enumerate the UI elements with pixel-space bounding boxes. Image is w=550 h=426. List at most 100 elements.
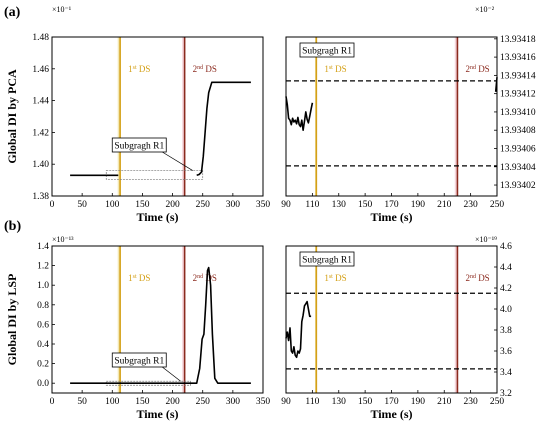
y-tick-label: 1.40 (32, 160, 49, 170)
y-tick-label: 4.0 (500, 305, 512, 315)
x-tick-label: 110 (305, 200, 319, 210)
ds-label-1: 1st DS (324, 64, 346, 74)
ds-band-1 (117, 246, 121, 393)
x-tick-label: 130 (332, 200, 347, 210)
ds-label-1: 1st DS (128, 273, 150, 283)
x-axis-label: Time (s) (370, 210, 412, 224)
x-tick-label: 100 (105, 200, 120, 210)
x-tick-label: 300 (226, 200, 241, 210)
x-tick-label: 150 (135, 397, 150, 407)
x-tick-label: 90 (281, 397, 291, 407)
ds-label-2: 2nd DS (465, 273, 489, 283)
x-tick-label: 300 (226, 397, 241, 407)
subgraph-label: Subgragh R1 (114, 142, 164, 152)
chart-b-right: 1st DS 2nd DS Subgragh R1 90 110 130 150 170 190… (281, 242, 512, 421)
x-tick-label: 250 (196, 200, 211, 210)
subgraph-label-box (299, 42, 355, 58)
x-tick-label: 250 (490, 200, 505, 210)
x-tick-label: 50 (77, 397, 87, 407)
x-tick-label: 0 (50, 397, 55, 407)
subgraph-arrow (162, 366, 181, 382)
x-tick-label: 200 (165, 397, 180, 407)
y-axis-label: Global DI by LSP (5, 274, 19, 366)
y-tick-label: 1.38 (32, 192, 49, 202)
x-tick-label: 350 (256, 397, 271, 407)
series-line-1 (285, 300, 312, 359)
x-axis-label: Time (s) (136, 210, 178, 224)
x-tick-label: 150 (358, 397, 373, 407)
y-tick-label: 0.2 (37, 360, 49, 370)
ds-band-2 (182, 246, 185, 393)
y-tick-label: 13.93402 (500, 181, 536, 191)
ds-label-2: 2nd DS (465, 64, 489, 74)
x-tick-label: 90 (281, 200, 291, 210)
subgraph-region (105, 170, 204, 180)
y-tick-label: 1.46 (32, 65, 49, 75)
y-tick-label: 13.93404 (500, 163, 536, 173)
subgraph-label-box (111, 137, 167, 153)
exponent-a-right: ×10⁻² (475, 5, 495, 14)
y-tick-label: 1.4 (37, 242, 49, 252)
x-tick-label: 150 (358, 200, 373, 210)
y-tick-label: 3.6 (500, 347, 512, 357)
y-tick-label: 0.0 (37, 379, 49, 389)
y-tick-label: 3.8 (500, 326, 512, 336)
ds-label-2: 2nd DS (193, 273, 217, 283)
subgraph-label-box (299, 251, 355, 267)
exponent-b-right: ×10⁻¹⁹ (475, 235, 497, 244)
exponent-b-left: ×10⁻¹³ (52, 235, 74, 244)
subgraph-label-box (111, 352, 167, 368)
y-tick-label: 1.42 (32, 128, 49, 138)
y-tick-label: 1.2 (37, 262, 49, 272)
ds-band-2 (454, 246, 458, 393)
x-tick-label: 250 (490, 397, 505, 407)
x-tick-label: 170 (384, 397, 399, 407)
x-tick-label: 50 (77, 200, 87, 210)
ds-band-1 (117, 37, 121, 196)
x-axis-label: Time (s) (370, 407, 412, 421)
series-line-2 (196, 81, 251, 177)
y-tick-label: 1.0 (37, 281, 49, 291)
x-tick-label: 210 (437, 397, 452, 407)
x-tick-label: 190 (411, 200, 426, 210)
panel-label-b: (b) (4, 219, 21, 234)
x-tick-label: 0 (50, 200, 55, 210)
y-axis-label: Global DI by PCA (5, 69, 19, 164)
x-tick-label: 230 (464, 200, 479, 210)
y-tick-label: 4.2 (500, 284, 512, 294)
y-tick-label: 3.2 (500, 389, 512, 399)
y-tick-label: 13.93416 (500, 53, 536, 63)
x-tick-label: 230 (464, 397, 479, 407)
x-axis-label: Time (s) (136, 407, 178, 421)
series-line-1 (285, 96, 314, 131)
ds-label-1: 1st DS (324, 273, 346, 283)
chart-a-left: 1st DS 2nd DS Subgragh R1 0 50 100 150 200 250 30… (5, 33, 270, 224)
x-tick-label: 190 (411, 397, 426, 407)
y-tick-label: 0.8 (37, 301, 49, 311)
x-tick-label: 150 (135, 200, 150, 210)
ds-label-2: 2nd DS (193, 64, 217, 74)
y-tick-label: 4.6 (500, 242, 512, 252)
y-tick-label: 4.4 (500, 263, 512, 273)
x-tick-label: 250 (196, 397, 211, 407)
plot-frame (51, 245, 264, 394)
x-tick-label: 170 (384, 200, 399, 210)
y-tick-label: 13.93418 (500, 35, 536, 45)
chart-b-left: 1st DS 2nd DS Subgragh R1 0 50 100 150 200 250 30… (5, 242, 270, 421)
y-tick-label: 1.48 (32, 33, 49, 43)
y-tick-label: 13.93410 (500, 108, 536, 118)
chart-a-right: 1st DS 2nd DS Subgragh R1 90 110 130 150 170 190… (281, 35, 536, 224)
plot-frame (285, 36, 498, 197)
y-tick-label: 0.6 (37, 320, 49, 330)
y-tick-label: 13.93406 (500, 144, 536, 154)
y-tick-label: 0.4 (37, 340, 49, 350)
y-tick-label: 13.93414 (500, 71, 536, 81)
panel-label-a: (a) (4, 5, 21, 20)
ds-band-2 (454, 37, 458, 196)
x-tick-label: 210 (437, 200, 452, 210)
y-tick-label: 3.4 (500, 368, 512, 378)
series-line-1 (70, 266, 251, 385)
subgraph-label: Subgragh R1 (302, 256, 352, 266)
y-tick-label: 13.93408 (500, 126, 536, 136)
